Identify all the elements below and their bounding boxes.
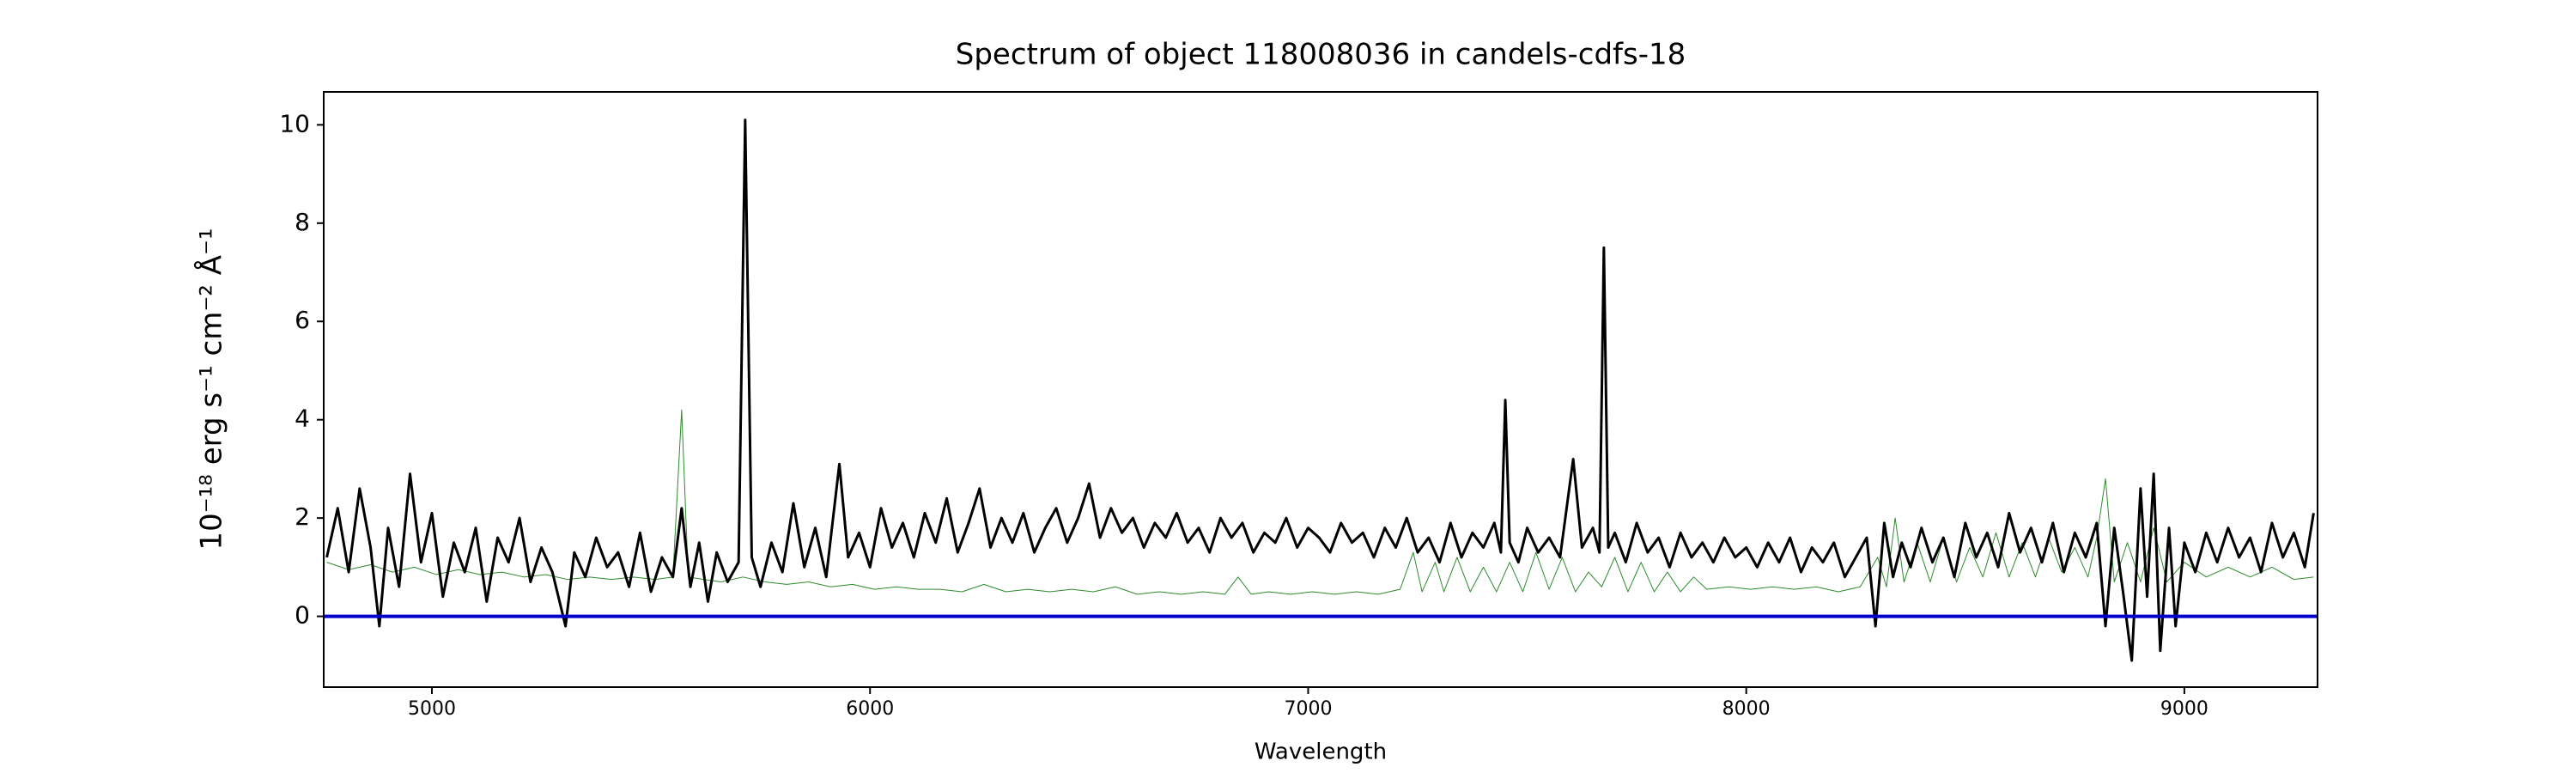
y-tick-label: 6 — [295, 306, 310, 334]
x-axis-label: Wavelength — [1255, 740, 1387, 765]
y-tick-label: 10 — [279, 109, 310, 137]
x-tick-label: 8000 — [1722, 698, 1771, 720]
y-tick-label: 8 — [295, 208, 310, 236]
chart-title: Spectrum of object 118008036 in candels-… — [956, 38, 1686, 72]
y-axis-label: 10⁻¹⁸ erg s⁻¹ cm⁻² Å⁻¹ — [194, 228, 229, 550]
y-tick-label: 4 — [295, 405, 310, 433]
x-tick-label: 5000 — [408, 698, 456, 720]
x-tick-label: 9000 — [2160, 698, 2208, 720]
spectrum-line — [325, 119, 2315, 662]
plot-frame — [323, 91, 2318, 688]
x-tick-label: 6000 — [846, 698, 894, 720]
spectrum-line — [326, 409, 2314, 595]
x-tick-label: 7000 — [1284, 698, 1332, 720]
y-tick-label: 0 — [295, 601, 310, 630]
y-tick-label: 2 — [295, 502, 310, 531]
